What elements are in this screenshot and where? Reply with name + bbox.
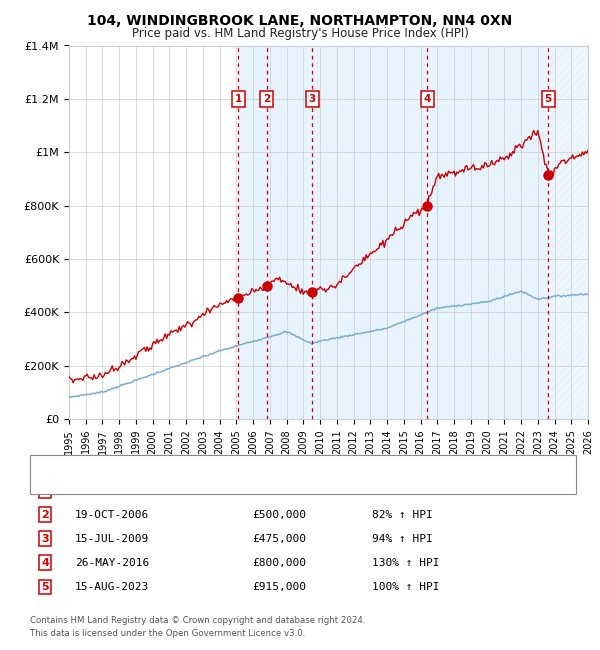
Text: Price paid vs. HM Land Registry's House Price Index (HPI): Price paid vs. HM Land Registry's House … <box>131 27 469 40</box>
Text: 1: 1 <box>41 486 49 496</box>
Text: 19-OCT-2006: 19-OCT-2006 <box>75 510 149 520</box>
Text: 3: 3 <box>41 534 49 544</box>
Text: 104, WINDINGBROOK LANE, NORTHAMPTON, NN4 0XN (detached house): 104, WINDINGBROOK LANE, NORTHAMPTON, NN4… <box>81 460 459 470</box>
Text: 130% ↑ HPI: 130% ↑ HPI <box>372 558 439 568</box>
Text: 3: 3 <box>309 94 316 104</box>
Text: 4: 4 <box>424 94 431 104</box>
Text: 82% ↑ HPI: 82% ↑ HPI <box>372 510 433 520</box>
Text: 11-FEB-2005: 11-FEB-2005 <box>75 486 149 496</box>
Text: £475,000: £475,000 <box>252 534 306 544</box>
Text: ———: ——— <box>45 469 82 482</box>
Text: 78% ↑ HPI: 78% ↑ HPI <box>372 486 433 496</box>
Text: 15-JUL-2009: 15-JUL-2009 <box>75 534 149 544</box>
Text: HPI: Average price, detached house, West Northamptonshire: HPI: Average price, detached house, West… <box>81 471 398 481</box>
Text: 2: 2 <box>41 510 49 520</box>
Text: 15-AUG-2023: 15-AUG-2023 <box>75 582 149 592</box>
Text: £500,000: £500,000 <box>252 510 306 520</box>
Text: 104, WINDINGBROOK LANE, NORTHAMPTON, NN4 0XN: 104, WINDINGBROOK LANE, NORTHAMPTON, NN4… <box>88 14 512 29</box>
Bar <box>313 46 548 419</box>
Text: 94% ↑ HPI: 94% ↑ HPI <box>372 534 433 544</box>
Text: 1: 1 <box>235 94 242 104</box>
Text: 100% ↑ HPI: 100% ↑ HPI <box>372 582 439 592</box>
Bar <box>548 46 588 419</box>
Text: Contains HM Land Registry data © Crown copyright and database right 2024.: Contains HM Land Registry data © Crown c… <box>30 616 365 625</box>
Text: 5: 5 <box>545 94 552 104</box>
Text: £455,000: £455,000 <box>252 486 306 496</box>
Text: 2: 2 <box>263 94 270 104</box>
Text: 26-MAY-2016: 26-MAY-2016 <box>75 558 149 568</box>
Text: This data is licensed under the Open Government Licence v3.0.: This data is licensed under the Open Gov… <box>30 629 305 638</box>
Text: £800,000: £800,000 <box>252 558 306 568</box>
Text: 5: 5 <box>41 582 49 592</box>
Text: ———: ——— <box>45 458 82 471</box>
Text: £915,000: £915,000 <box>252 582 306 592</box>
Text: 4: 4 <box>41 558 49 568</box>
Bar <box>238 46 313 419</box>
